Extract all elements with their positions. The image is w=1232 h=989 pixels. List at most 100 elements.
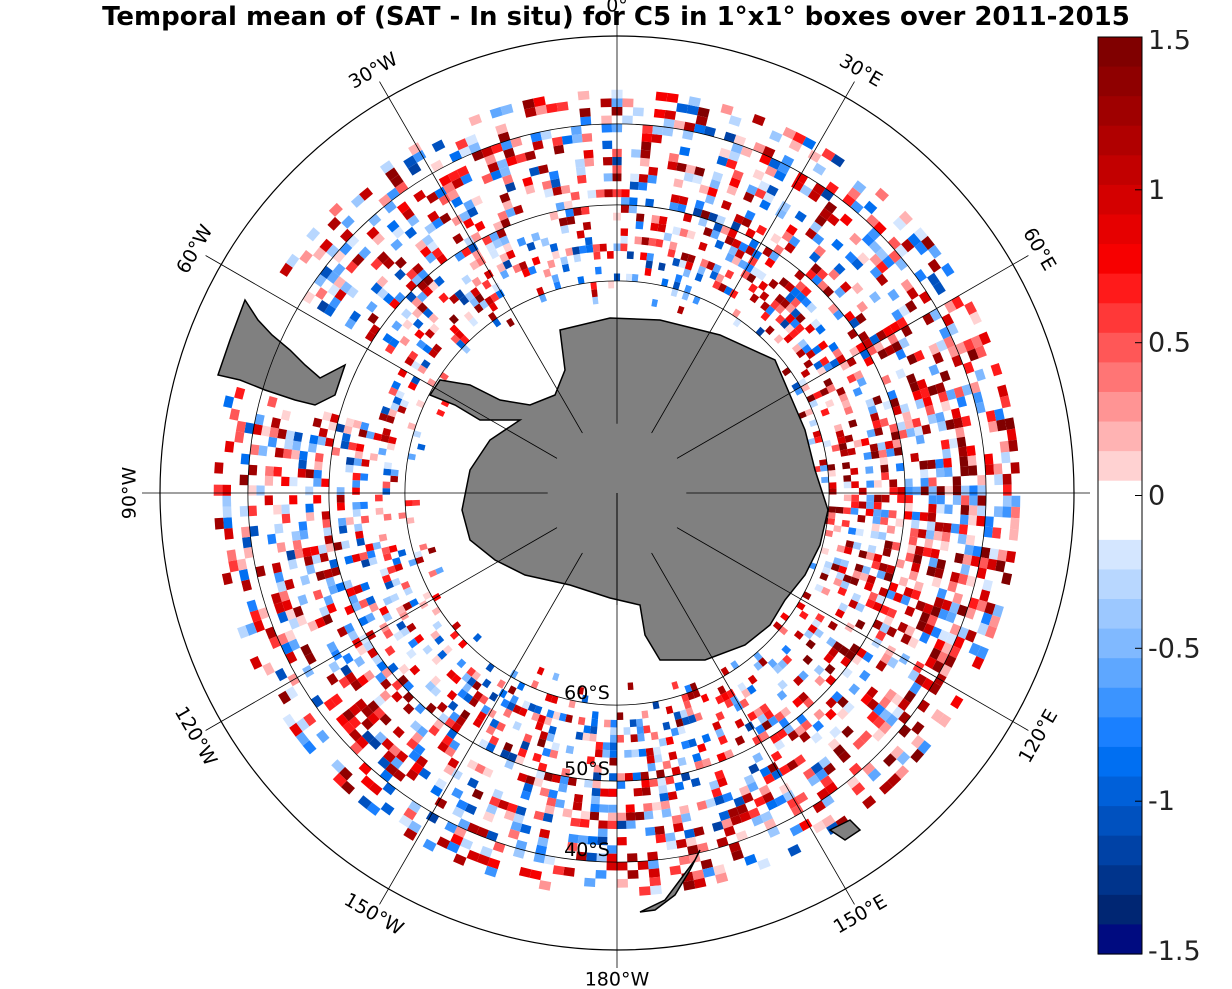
data-cell [425, 252, 437, 264]
data-cell [926, 566, 937, 577]
data-cell [431, 654, 442, 666]
data-cell [391, 702, 403, 715]
data-cell [896, 421, 906, 432]
data-cell [902, 411, 912, 422]
data-cell [492, 238, 503, 249]
data-cell [715, 273, 725, 283]
data-cell [502, 708, 513, 719]
data-cell [577, 716, 586, 726]
data-cell [360, 558, 371, 568]
data-cell [967, 348, 979, 362]
data-cell [821, 566, 831, 576]
data-cell [248, 505, 257, 517]
data-cell [595, 878, 607, 888]
data-cell [668, 152, 680, 163]
data-cell [360, 775, 375, 789]
colorbar-tick-label: 0 [1148, 481, 1165, 512]
data-cell [523, 733, 533, 744]
data-cell [815, 613, 825, 623]
data-cell [917, 740, 932, 755]
data-cell [724, 235, 735, 246]
data-cell [281, 513, 291, 524]
colorbar-band [1098, 184, 1142, 216]
data-cell [943, 457, 952, 468]
data-cell [1008, 528, 1019, 541]
data-cell [775, 207, 787, 220]
data-cell [496, 262, 506, 273]
data-cell [729, 289, 739, 299]
colorbar-band [1098, 746, 1142, 778]
data-cell [313, 469, 322, 479]
data-cell [339, 242, 353, 256]
data-cell [517, 160, 529, 172]
data-cell [537, 714, 547, 724]
data-cell [305, 512, 315, 522]
data-cell [389, 593, 400, 603]
data-cell [716, 777, 728, 788]
longitude-label: 150°W [340, 889, 407, 940]
data-cell [945, 388, 957, 401]
data-cell [367, 700, 380, 713]
data-cell [715, 214, 726, 226]
data-cell [809, 221, 822, 234]
data-cell [653, 108, 666, 119]
data-cell [517, 772, 528, 783]
data-cell [698, 850, 711, 862]
data-cell [969, 475, 978, 486]
data-cell [357, 674, 369, 687]
data-cell [648, 868, 660, 878]
data-cell [380, 802, 395, 816]
data-cell [680, 812, 692, 823]
data-cell [836, 708, 849, 720]
data-cell [469, 259, 480, 271]
data-cell [431, 139, 446, 153]
data-cell [323, 594, 334, 606]
data-cell [525, 775, 536, 786]
data-cell [900, 278, 914, 292]
data-cell [825, 674, 837, 686]
data-cell [666, 840, 678, 851]
data-cell [543, 772, 554, 782]
data-cell [442, 848, 457, 862]
data-cell [388, 337, 400, 348]
data-cell [911, 417, 922, 428]
data-cell [940, 400, 951, 412]
data-cell [422, 644, 433, 655]
longitude-label: 30°E [835, 50, 886, 92]
data-cell [744, 853, 758, 866]
data-cell [472, 717, 483, 729]
data-cell [537, 836, 549, 847]
data-cell [839, 213, 853, 227]
data-cell [318, 605, 330, 617]
data-cell [624, 749, 632, 758]
data-cell [977, 495, 987, 506]
data-cell [870, 370, 881, 381]
data-cell [318, 427, 328, 438]
data-cell [677, 305, 685, 315]
data-cell [221, 572, 233, 586]
data-cell [524, 150, 537, 161]
data-cell [518, 126, 531, 137]
data-cell [340, 228, 354, 243]
data-cell [931, 576, 942, 588]
data-cell [278, 590, 290, 602]
data-cell [520, 740, 530, 751]
data-cell [873, 509, 882, 517]
data-cell [582, 221, 592, 231]
data-cell [378, 533, 388, 542]
data-cell [838, 750, 851, 763]
data-cell [591, 132, 603, 142]
data-cell [867, 227, 881, 241]
data-cell [424, 328, 435, 339]
data-cell [430, 372, 440, 382]
data-cell [804, 257, 816, 269]
data-cell [325, 576, 336, 587]
data-cell [393, 630, 404, 642]
data-cell [906, 353, 918, 365]
data-cell [997, 549, 1008, 562]
data-cell [898, 429, 908, 439]
data-cell [876, 260, 889, 274]
data-cell [433, 275, 445, 287]
data-cell [376, 287, 389, 300]
data-cell [680, 252, 690, 262]
